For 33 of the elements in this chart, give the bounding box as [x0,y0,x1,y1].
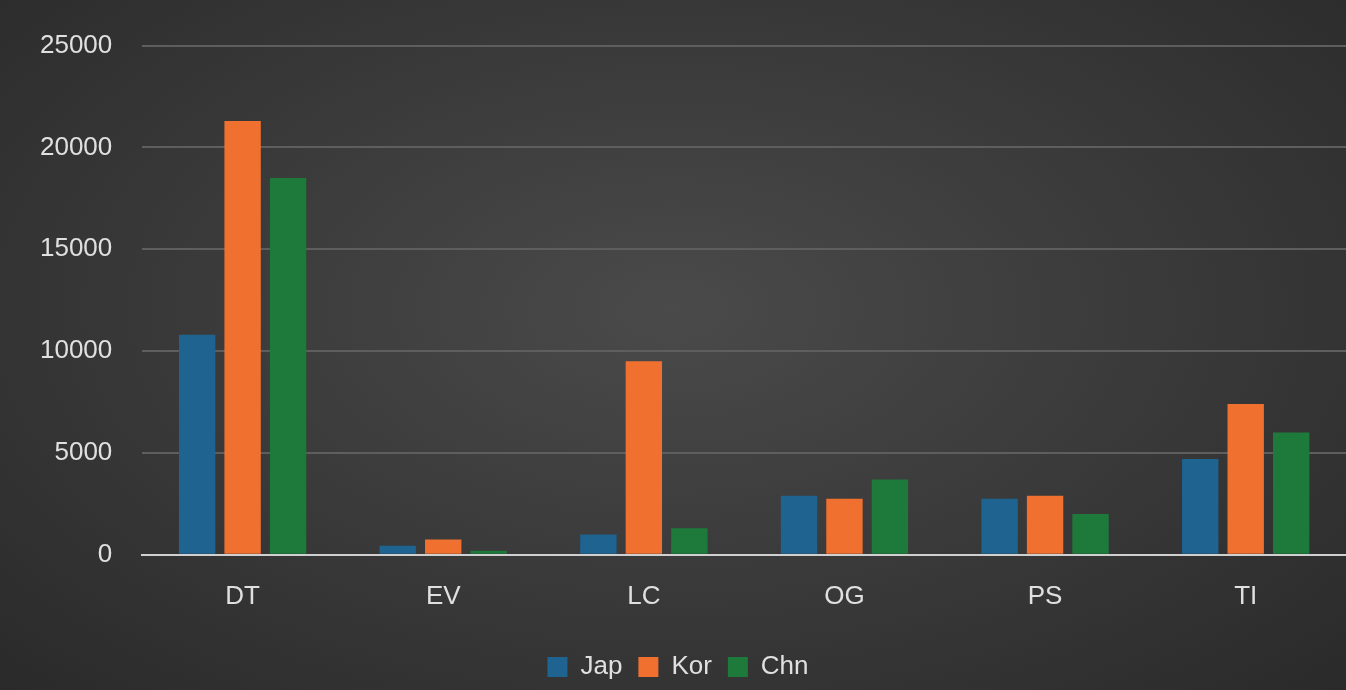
x-tick-label: OG [824,579,865,610]
bar [671,528,708,554]
bar [379,545,416,554]
bar [1227,404,1264,554]
y-tick-label: 15000 [39,232,113,263]
x-tick-label: LC [627,579,661,610]
bar [580,534,617,554]
bar [178,334,216,554]
x-tick-label: PS [1027,579,1063,610]
y-tick-label: 20000 [39,130,113,161]
bar [1182,459,1219,554]
bar [1072,514,1109,554]
bar [425,539,462,554]
y-tick-label: 5000 [54,436,113,467]
y-tick-label: 0 [97,537,113,568]
legend-label: Jap [580,650,623,681]
bar [826,498,863,554]
x-tick-label: TI [1234,579,1258,610]
y-tick-label: 25000 [39,28,113,59]
bar [1272,432,1310,554]
bar [871,479,909,554]
legend-label: Kor [671,650,713,681]
bar [470,550,507,554]
bar [269,177,307,554]
bar [224,120,261,554]
bar [780,495,818,554]
x-tick-label: DT [225,579,261,610]
y-tick-label: 10000 [39,334,113,365]
bar [625,361,663,554]
bar [1026,495,1064,554]
x-tick-label: EV [425,579,462,610]
bar [981,498,1018,554]
legend-label: Chn [760,650,809,681]
